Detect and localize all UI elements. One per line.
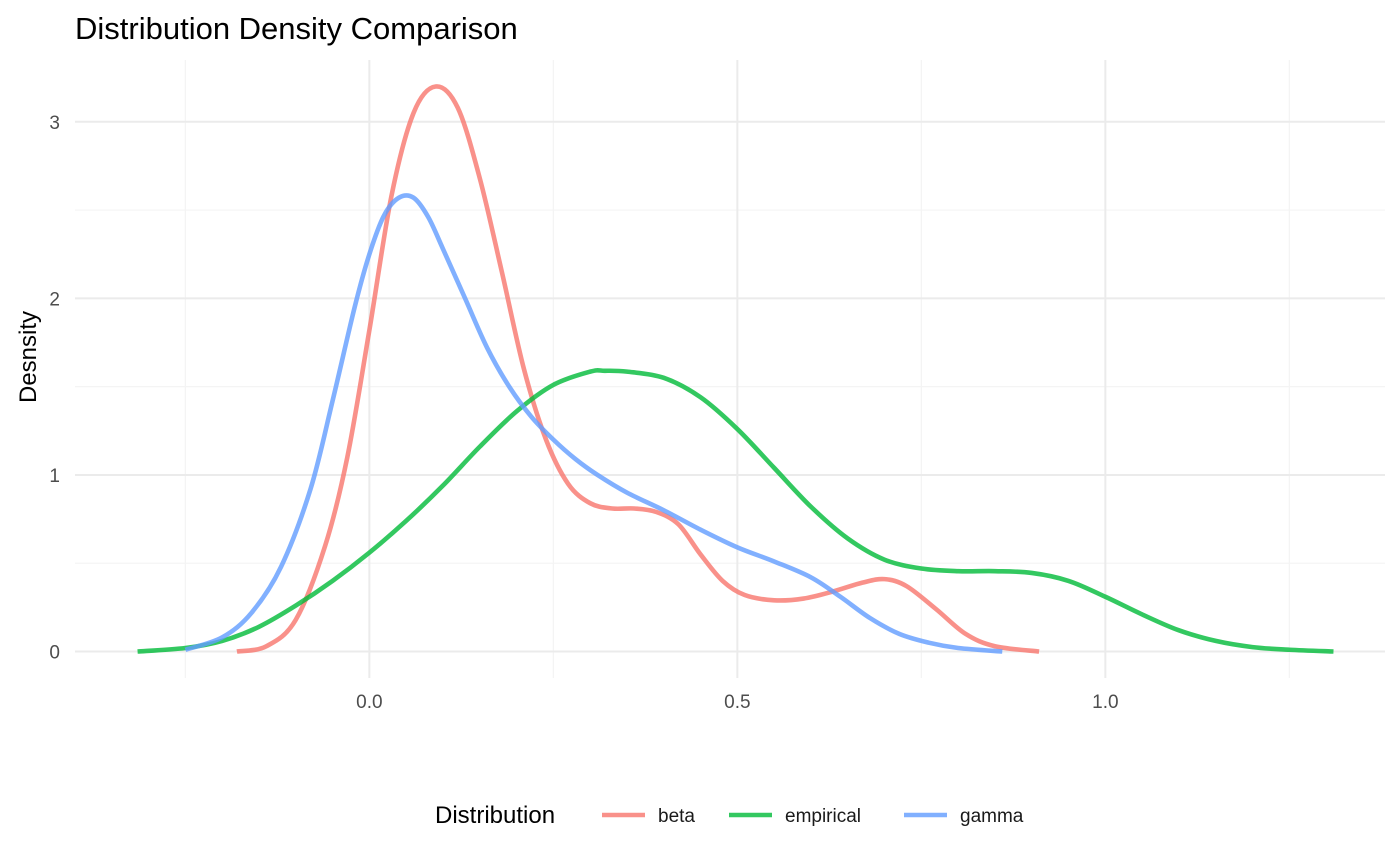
legend-label-beta: beta xyxy=(658,806,695,827)
y-tick-label: 0 xyxy=(49,643,60,664)
y-tick-label: 3 xyxy=(49,113,60,134)
x-tick-label: 0.0 xyxy=(356,692,382,713)
grid-layer xyxy=(75,60,1385,678)
series-line-beta xyxy=(236,84,1040,654)
x-tick-label: 1.0 xyxy=(1092,692,1118,713)
x-tick-label: 0.5 xyxy=(724,692,750,713)
series-layer xyxy=(137,84,1334,654)
legend-item-beta: beta xyxy=(602,806,695,827)
y-axis-title: Desnsity xyxy=(15,311,42,403)
chart-title: Distribution Density Comparison xyxy=(75,11,518,46)
legend-items: beta empirical gamma xyxy=(602,806,1024,827)
legend: Distribution beta empirical gamma xyxy=(435,802,1024,829)
series-line-empirical xyxy=(137,368,1334,654)
tick-labels: 0 1 2 3 0.0 0.5 1.0 xyxy=(49,113,1118,713)
legend-label-empirical: empirical xyxy=(785,806,861,827)
y-tick-label: 2 xyxy=(49,289,60,310)
legend-item-empirical: empirical xyxy=(729,806,861,827)
series-line-gamma xyxy=(184,193,1003,654)
legend-label-gamma: gamma xyxy=(960,806,1024,827)
legend-item-gamma: gamma xyxy=(904,806,1024,827)
y-tick-label: 1 xyxy=(49,466,60,487)
legend-title: Distribution xyxy=(435,802,555,829)
